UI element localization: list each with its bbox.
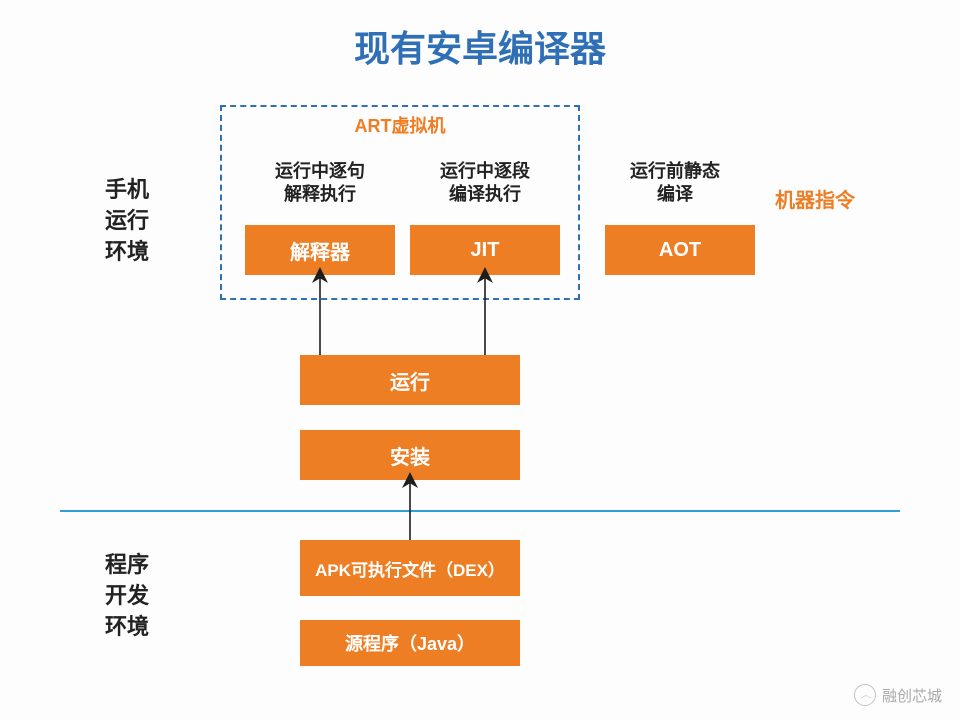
section-divider <box>60 510 900 512</box>
aot-box-label: AOT <box>659 239 701 262</box>
jit-desc-l1: 运行中逐段 <box>440 161 530 181</box>
title-text: 现有安卓编译器 <box>354 28 606 69</box>
watermark-text: 融创芯城 <box>882 685 942 706</box>
art-vm-label: ART虚拟机 <box>220 115 580 138</box>
art-vm-label-text: ART虚拟机 <box>355 116 446 136</box>
dev-l2: 开发 <box>105 583 149 608</box>
dev-env-label: 程序 开发 环境 <box>105 550 149 642</box>
runtime-env-label: 手机 运行 环境 <box>105 175 149 267</box>
runtime-l3: 环境 <box>105 239 149 264</box>
aot-desc-l2: 编译 <box>657 184 693 204</box>
source-box: 源程序（Java） <box>300 620 520 666</box>
apk-box: APK可执行文件（DEX） <box>300 540 520 596</box>
install-box: 安装 <box>300 430 520 480</box>
aot-box: AOT <box>605 225 755 275</box>
wechat-icon: ෴ <box>854 684 876 706</box>
runtime-l1: 手机 <box>105 177 149 202</box>
jit-desc: 运行中逐段 编译执行 <box>410 160 560 207</box>
machine-instr-label: 机器指令 <box>775 187 855 215</box>
interpreter-box: 解释器 <box>245 225 395 275</box>
aot-desc-l1: 运行前静态 <box>630 161 720 181</box>
source-box-label: 源程序（Java） <box>345 630 475 656</box>
interpreter-desc: 运行中逐句 解释执行 <box>245 160 395 207</box>
interpreter-box-label: 解释器 <box>290 236 350 265</box>
interpreter-desc-l1: 运行中逐句 <box>275 161 365 181</box>
jit-box-label: JIT <box>471 239 500 262</box>
jit-box: JIT <box>410 225 560 275</box>
dev-l3: 环境 <box>105 614 149 639</box>
run-box-label: 运行 <box>390 366 430 395</box>
aot-desc: 运行前静态 编译 <box>600 160 750 207</box>
jit-desc-l2: 编译执行 <box>449 184 521 204</box>
runtime-l2: 运行 <box>105 208 149 233</box>
dev-l1: 程序 <box>105 552 149 577</box>
diagram-title: 现有安卓编译器 <box>0 20 960 72</box>
run-box: 运行 <box>300 355 520 405</box>
apk-box-label: APK可执行文件（DEX） <box>315 556 505 581</box>
watermark: ෴ 融创芯城 <box>854 684 942 706</box>
machine-instr-text: 机器指令 <box>775 190 855 212</box>
interpreter-desc-l2: 解释执行 <box>284 184 356 204</box>
install-box-label: 安装 <box>390 441 430 470</box>
